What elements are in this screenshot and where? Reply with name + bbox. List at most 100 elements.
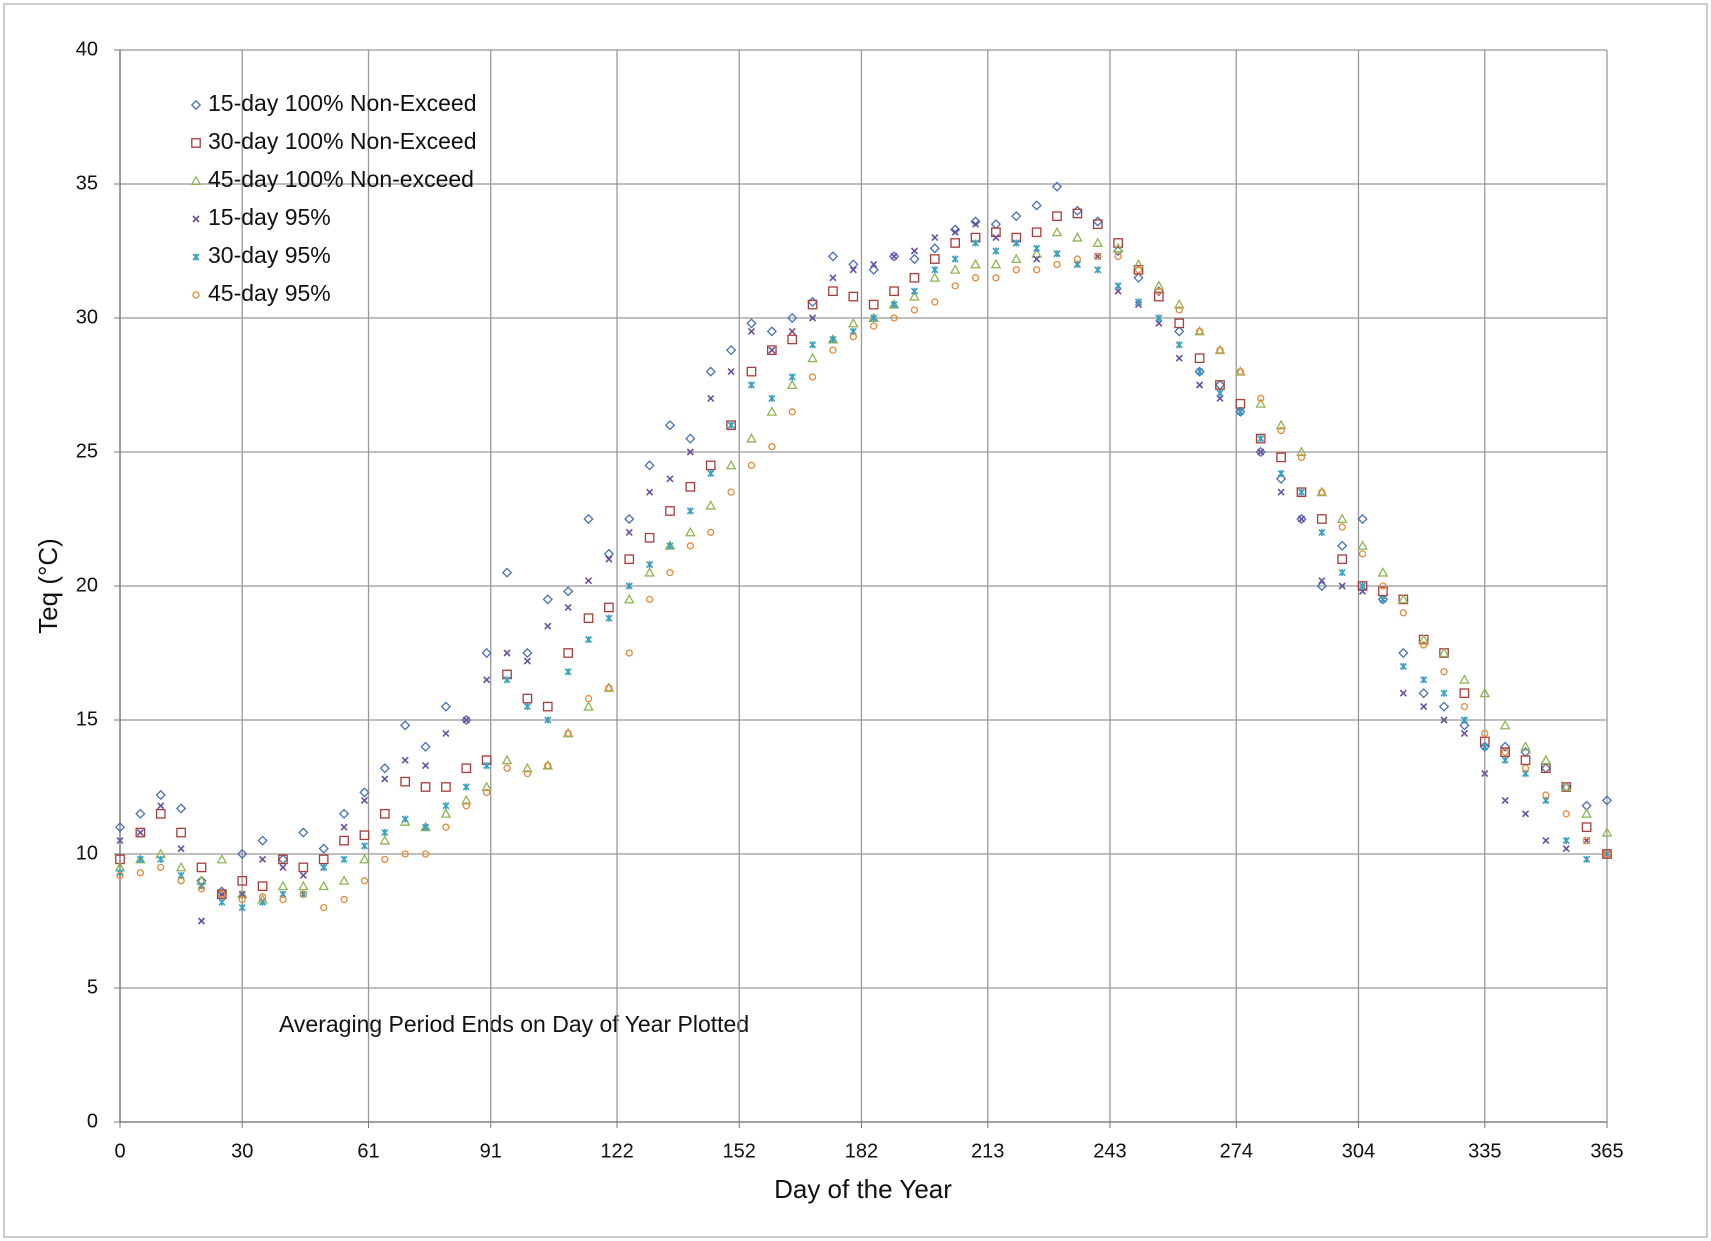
point <box>991 227 1001 238</box>
point <box>523 769 532 778</box>
point <box>1316 514 1327 524</box>
point <box>1297 488 1306 496</box>
point <box>584 694 593 703</box>
point <box>848 259 859 270</box>
point <box>442 802 450 810</box>
point <box>971 274 980 282</box>
point <box>1114 282 1122 290</box>
point <box>746 318 757 329</box>
point <box>992 274 1000 282</box>
y-tick-label: 0 <box>87 1110 98 1132</box>
point <box>1581 822 1592 833</box>
frame <box>3 3 1708 1238</box>
point <box>1010 253 1022 264</box>
point <box>238 895 246 904</box>
point <box>1194 353 1205 364</box>
point <box>1175 354 1183 362</box>
series <box>116 239 1611 912</box>
point <box>929 243 940 254</box>
point <box>931 266 939 274</box>
point <box>483 676 491 684</box>
point <box>237 875 248 886</box>
point <box>238 890 246 898</box>
point <box>990 258 1002 269</box>
point <box>1033 255 1041 263</box>
point <box>788 373 796 381</box>
point <box>155 789 166 801</box>
point <box>1581 808 1592 818</box>
point <box>381 775 389 783</box>
point <box>544 622 552 630</box>
point <box>1275 419 1287 430</box>
legend-label: 45-day 95% <box>208 280 331 306</box>
point <box>338 808 350 819</box>
point <box>1520 755 1531 766</box>
point <box>320 903 328 912</box>
point <box>544 761 552 770</box>
series <box>116 252 1611 912</box>
point <box>1338 582 1346 590</box>
point <box>1501 748 1509 756</box>
point <box>318 880 330 891</box>
point <box>583 701 594 711</box>
point <box>1337 554 1348 565</box>
point <box>338 875 350 885</box>
point <box>910 287 918 295</box>
point <box>666 542 674 550</box>
point <box>1316 580 1327 592</box>
point <box>522 762 533 773</box>
point <box>279 863 287 871</box>
point <box>401 815 409 823</box>
x-tick-label: 122 <box>600 1140 633 1162</box>
legend-marker <box>190 99 202 111</box>
point <box>1072 232 1083 242</box>
point <box>1358 587 1367 595</box>
point <box>890 252 898 260</box>
point <box>481 781 492 792</box>
point <box>1053 260 1061 269</box>
point <box>1235 398 1246 409</box>
point <box>340 855 348 863</box>
point <box>1481 770 1489 778</box>
point <box>1257 394 1265 403</box>
point <box>1215 380 1225 390</box>
point <box>1357 513 1368 525</box>
point <box>299 871 307 880</box>
point <box>523 657 531 665</box>
y-tick-label: 5 <box>87 976 98 998</box>
point <box>1399 609 1407 617</box>
point <box>1440 668 1448 676</box>
point <box>848 317 859 328</box>
point <box>1337 540 1348 551</box>
x-tick-label: 243 <box>1093 1140 1126 1162</box>
point <box>727 421 735 429</box>
point <box>1094 266 1102 274</box>
point <box>1194 366 1205 377</box>
x-tick-label: 335 <box>1468 1140 1501 1162</box>
point <box>1379 595 1387 603</box>
point <box>808 373 817 381</box>
point <box>136 869 145 877</box>
point <box>1255 398 1267 408</box>
point <box>768 442 776 451</box>
point <box>992 234 1000 242</box>
point <box>686 507 694 515</box>
point <box>1031 200 1042 211</box>
point <box>1155 319 1163 327</box>
point <box>707 528 715 537</box>
point <box>868 299 879 310</box>
point <box>462 716 470 724</box>
point <box>949 264 961 274</box>
point <box>909 272 920 283</box>
point <box>421 850 430 858</box>
x-tick-label: 91 <box>480 1140 502 1162</box>
y-tick-label: 10 <box>76 842 98 864</box>
point <box>1051 181 1063 192</box>
point <box>1602 849 1612 859</box>
point <box>1155 287 1163 295</box>
point <box>481 647 492 659</box>
point <box>440 808 452 818</box>
point <box>666 475 674 483</box>
point <box>686 542 695 550</box>
